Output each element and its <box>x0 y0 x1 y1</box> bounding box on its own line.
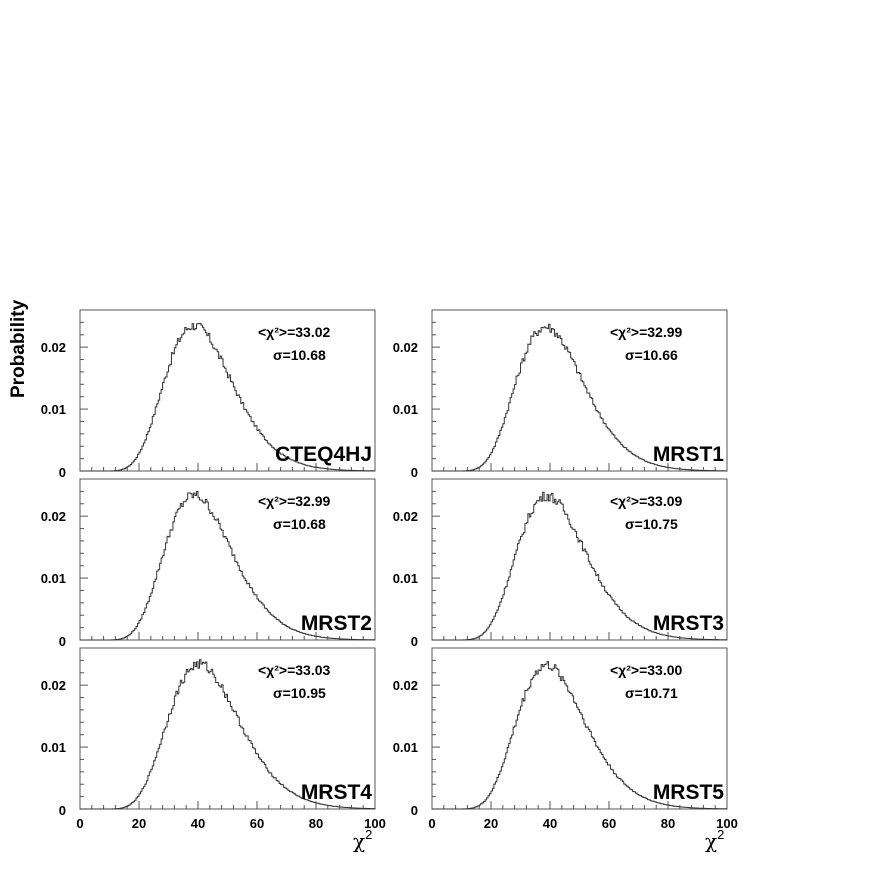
stat-mean-label: <χ²>=32.99 <box>610 324 682 340</box>
y-tick-label: 0.02 <box>41 678 66 693</box>
panel-label: MRST3 <box>653 612 724 635</box>
plot-frame <box>79 309 376 472</box>
y-tick-label: 0 <box>59 465 66 480</box>
panel-mrst4: 0 0.01 0.02 0 20 40 60 80 100 <χ²>=33.03 σ=10.95 MR… <box>41 647 386 831</box>
panel-label: MRST2 <box>301 612 372 635</box>
panel-cteq4hj: 0 0.01 0.02 <χ²>=33.02 σ=10.68 CTEQ4HJ <box>41 309 376 480</box>
panel-label: MRST5 <box>653 781 724 804</box>
x-tick-label: 40 <box>191 816 205 831</box>
x-tick-label: 0 <box>76 816 83 831</box>
x-tick-label: 0 <box>428 816 435 831</box>
x-axis-title-right: χ2 <box>705 827 724 853</box>
y-tick-label: 0.02 <box>393 340 418 355</box>
histogram-line <box>432 491 727 641</box>
y-tick-label: 0 <box>411 634 418 649</box>
panel-label: MRST1 <box>653 443 724 466</box>
stat-sigma-label: σ=10.75 <box>625 516 678 532</box>
y-tick-label: 0.02 <box>41 340 66 355</box>
panel-mrst2: 0 0.01 0.02 <χ²>=32.99 σ=10.68 MRST2 <box>41 478 376 649</box>
y-tick-label: 0.02 <box>393 509 418 524</box>
y-tick-label: 0 <box>59 803 66 818</box>
panels: 0 0.01 0.02 <χ²>=33.02 σ=10.68 CTEQ4HJ 0 0.01 0.… <box>41 309 738 831</box>
stat-sigma-label: σ=10.95 <box>273 685 326 701</box>
panel-mrst5: 0 0.01 0.02 0 20 40 60 80 100 <χ²>=33.00 σ=10.71 MR… <box>393 647 738 831</box>
stat-mean-label: <χ²>=33.03 <box>258 662 330 678</box>
stat-sigma-label: σ=10.68 <box>273 516 326 532</box>
x-axis-title-left: χ2 <box>353 827 372 853</box>
stat-mean-label: <χ²>=32.99 <box>258 493 330 509</box>
x-tick-label: 20 <box>484 816 498 831</box>
histogram-line <box>80 659 375 810</box>
y-tick-label: 0.01 <box>393 571 418 586</box>
plot-frame <box>431 478 728 641</box>
stat-mean-label: <χ²>=33.02 <box>258 324 330 340</box>
stat-mean-label: <χ²>=33.00 <box>610 662 682 678</box>
y-tick-label: 0.01 <box>393 740 418 755</box>
plot-frame <box>431 309 728 472</box>
plot-frame <box>431 647 728 810</box>
y-tick-label: 0.02 <box>41 509 66 524</box>
y-tick-label: 0.01 <box>393 402 418 417</box>
stat-sigma-label: σ=10.68 <box>273 347 326 363</box>
y-tick-label: 0.02 <box>393 678 418 693</box>
y-tick-label: 0.01 <box>41 571 66 586</box>
histogram-line <box>80 491 375 641</box>
plot-frame <box>79 647 376 810</box>
histogram-line <box>432 661 727 810</box>
x-tick-label: 80 <box>309 816 323 831</box>
x-tick-label: 100 <box>364 816 386 831</box>
stat-sigma-label: σ=10.66 <box>625 347 678 363</box>
x-tick-label: 60 <box>602 816 616 831</box>
x-tick-label: 20 <box>132 816 146 831</box>
x-tick-label: 60 <box>250 816 264 831</box>
stat-sigma-label: σ=10.71 <box>625 685 678 701</box>
y-axis-title: Probability <box>8 299 29 398</box>
x-tick-label: 40 <box>543 816 557 831</box>
y-tick-label: 0 <box>411 465 418 480</box>
y-tick-label: 0 <box>59 634 66 649</box>
histogram-line <box>80 323 375 472</box>
stat-mean-label: <χ²>=33.09 <box>610 493 682 509</box>
panel-mrst1: 0 0.01 0.02 <χ²>=32.99 σ=10.66 MRST1 <box>393 309 728 480</box>
y-tick-label: 0 <box>411 803 418 818</box>
y-tick-label: 0.01 <box>41 740 66 755</box>
x-tick-label: 100 <box>716 816 738 831</box>
x-tick-label: 80 <box>661 816 675 831</box>
panel-label: MRST4 <box>301 781 372 804</box>
panel-mrst3: 0 0.01 0.02 <χ²>=33.09 σ=10.75 MRST3 <box>393 478 728 649</box>
panel-label: CTEQ4HJ <box>275 443 372 466</box>
y-tick-label: 0.01 <box>41 402 66 417</box>
plot-frame <box>79 478 376 641</box>
histogram-line <box>432 323 727 472</box>
